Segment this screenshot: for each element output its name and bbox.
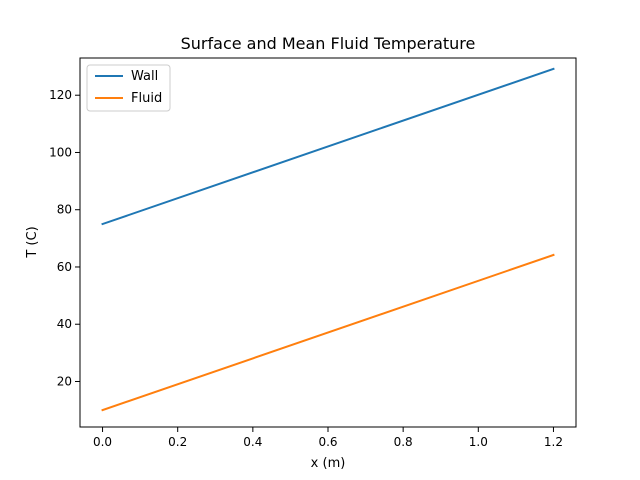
- x-axis: 0.0 0.2 0.4 0.6 0.8 1.0 1.2: [93, 427, 563, 449]
- x-axis-label: x (m): [311, 456, 346, 471]
- series-line-wall: [101, 67, 555, 226]
- y-axis-label: T (C): [25, 226, 40, 258]
- x-tick-label: 1.0: [469, 435, 488, 449]
- y-tick-label: 100: [49, 145, 72, 159]
- y-tick-label: 40: [57, 317, 72, 331]
- x-tick-label: 1.2: [544, 435, 563, 449]
- legend-label-fluid: Fluid: [131, 91, 162, 106]
- x-tick-label: 0.6: [318, 435, 337, 449]
- y-tick-label: 120: [49, 88, 72, 102]
- legend-label-wall: Wall: [131, 69, 158, 84]
- x-tick-label: 0.2: [168, 435, 187, 449]
- legend: Wall Fluid: [86, 64, 171, 112]
- chart-title: Surface and Mean Fluid Temperature: [181, 34, 476, 53]
- y-tick-label: 20: [57, 374, 72, 388]
- y-tick-label: 80: [57, 203, 72, 217]
- x-tick-label: 0.4: [243, 435, 262, 449]
- y-axis: 20 40 60 80 100 120: [49, 88, 80, 388]
- series-line-fluid: [101, 253, 555, 412]
- series-layer: [101, 67, 555, 412]
- y-tick-label: 60: [57, 260, 72, 274]
- x-tick-label: 0.8: [394, 435, 413, 449]
- x-tick-label: 0.0: [93, 435, 112, 449]
